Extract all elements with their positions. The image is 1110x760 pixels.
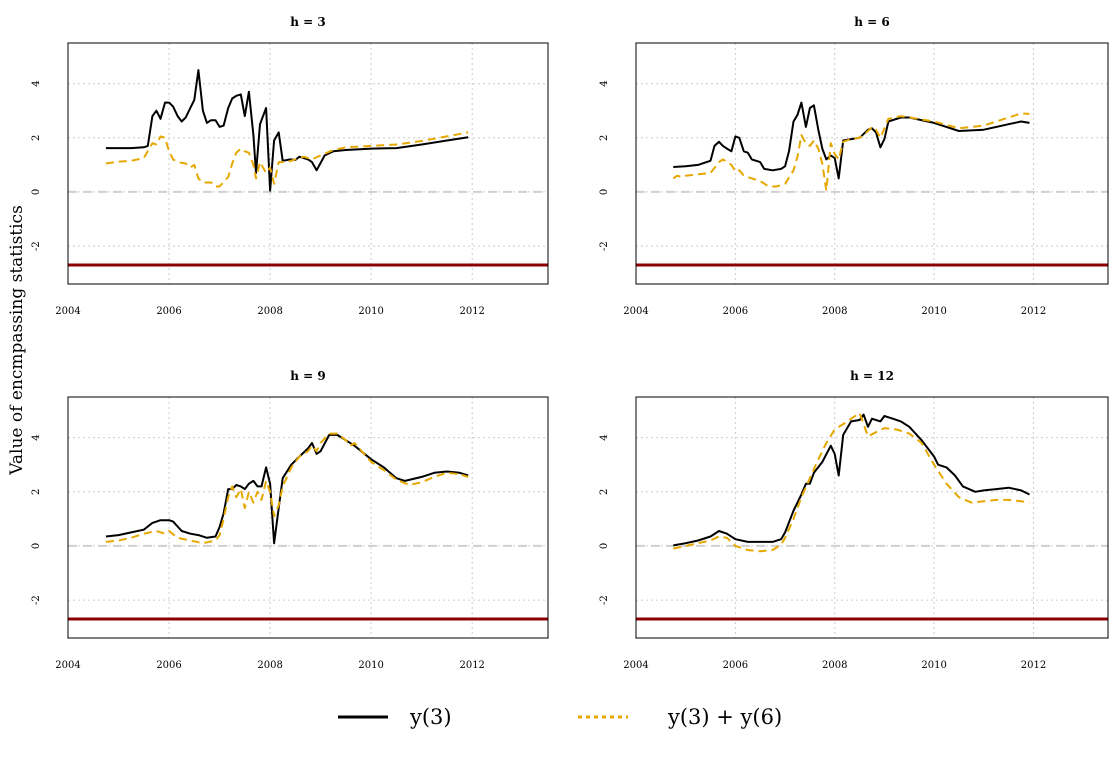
x-tick-label: 2004 — [55, 306, 80, 317]
series-line-y3 — [105, 433, 469, 545]
panel-1: h = 3 2004 2006 2008 2010 2012 -2 0 2 4 — [31, 15, 549, 317]
y-tick-label: 2 — [31, 489, 42, 495]
x-tick-label: 2006 — [156, 306, 181, 317]
plot-frame — [635, 42, 1109, 285]
series-line-y3-plus-y6 — [672, 112, 1030, 192]
panel-title: h = 12 — [850, 369, 894, 383]
series-line-y3 — [673, 101, 1030, 180]
x-tick-label: 2010 — [921, 306, 946, 317]
y-tick-label: 0 — [31, 189, 42, 195]
x-tick-label: 2008 — [822, 306, 847, 317]
panel-title: h = 9 — [290, 369, 325, 383]
legend: y(3) y(3) + y(6) — [338, 705, 782, 729]
y-tick-label: 4 — [599, 434, 610, 440]
series-line-y3 — [673, 413, 1030, 547]
series-line-y3-plus-y6 — [105, 131, 469, 188]
x-tick-label: 2006 — [723, 306, 748, 317]
legend-label-y3-y6: y(3) + y(6) — [667, 705, 782, 729]
y-tick-label: 0 — [31, 543, 42, 549]
y-tick-label: -2 — [599, 241, 610, 251]
x-tick-label: 2012 — [459, 660, 484, 671]
x-tick-label: 2010 — [358, 306, 383, 317]
x-tick-label: 2010 — [358, 660, 383, 671]
y-tick-label: 4 — [31, 434, 42, 440]
x-tick-label: 2008 — [257, 306, 282, 317]
x-tick-label: 2012 — [1021, 660, 1046, 671]
x-tick-label: 2012 — [459, 306, 484, 317]
x-tick-label: 2004 — [55, 660, 80, 671]
y-tick-label: -2 — [31, 241, 42, 251]
series-line-y3-plus-y6 — [105, 432, 469, 545]
series-line-y3-plus-y6 — [673, 412, 1030, 553]
y-tick-label: 4 — [599, 80, 610, 86]
x-tick-label: 2010 — [921, 660, 946, 671]
y-tick-label: -2 — [31, 595, 42, 605]
series-line-y3 — [105, 69, 469, 192]
plot-frame — [635, 396, 1109, 639]
x-tick-label: 2008 — [257, 660, 282, 671]
legend-label-y3: y(3) — [409, 705, 452, 729]
y-axis-label: Value of encmpassing statistics — [7, 205, 27, 476]
y-tick-label: 0 — [599, 189, 610, 195]
x-tick-label: 2004 — [623, 660, 648, 671]
y-tick-label: 2 — [599, 135, 610, 141]
y-tick-label: 0 — [599, 543, 610, 549]
panel-3: h = 9 2004 2006 2008 2010 2012 -2 0 2 4 — [31, 369, 549, 671]
panel-title: h = 6 — [854, 15, 889, 29]
x-tick-label: 2008 — [822, 660, 847, 671]
plot-frame — [67, 42, 549, 285]
x-tick-label: 2006 — [156, 660, 181, 671]
y-tick-label: 4 — [31, 80, 42, 86]
x-tick-label: 2004 — [623, 306, 648, 317]
y-tick-label: 2 — [31, 135, 42, 141]
y-tick-label: 2 — [599, 489, 610, 495]
x-tick-label: 2012 — [1021, 306, 1046, 317]
panel-4: h = 12 2004 2006 2008 2010 2012 -2 0 2 4 — [599, 369, 1109, 671]
plot-frame — [67, 396, 549, 639]
x-tick-label: 2006 — [723, 660, 748, 671]
panel-2: h = 6 2004 2006 2008 2010 2012 -2 0 2 4 — [599, 15, 1109, 317]
panel-title: h = 3 — [290, 15, 325, 29]
y-tick-label: -2 — [599, 595, 610, 605]
